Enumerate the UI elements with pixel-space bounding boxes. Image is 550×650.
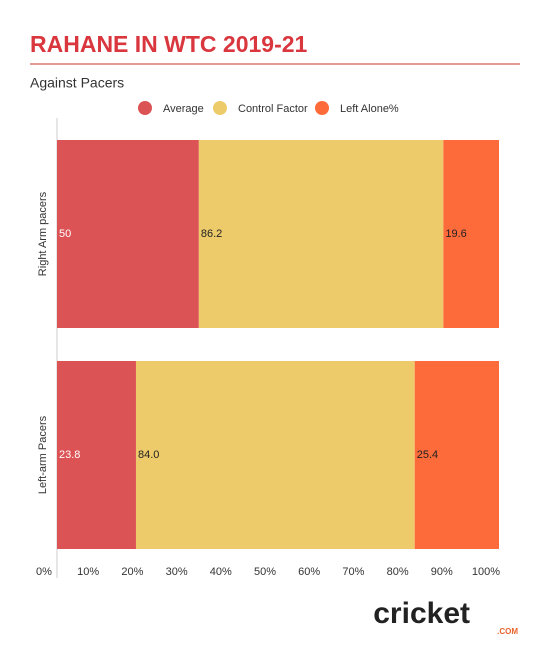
- data-label: 23.8: [59, 449, 80, 461]
- data-label: 86.2: [201, 228, 222, 240]
- legend-swatch: [315, 101, 329, 115]
- data-label: 25.4: [417, 449, 438, 461]
- x-tick-label: 60%: [298, 566, 320, 578]
- legend-label: Average: [163, 103, 204, 115]
- x-tick-label: 80%: [387, 566, 409, 578]
- bar-segment: [198, 140, 444, 328]
- bar-segment: [57, 361, 136, 549]
- x-tick-label: 40%: [210, 566, 232, 578]
- legend-swatch: [138, 101, 152, 115]
- logo-suffix: .COM: [497, 627, 518, 636]
- y-tick-label: Right Arm pacers: [37, 191, 49, 276]
- x-tick-label: 20%: [121, 566, 143, 578]
- x-tick-label: 10%: [77, 566, 99, 578]
- x-tick-label: 50%: [254, 566, 276, 578]
- data-label: 19.6: [445, 228, 466, 240]
- y-tick-label: Left-arm Pacers: [37, 415, 49, 494]
- x-tick-label: 0%: [36, 566, 52, 578]
- chart-title: RAHANE IN WTC 2019-21: [30, 31, 308, 57]
- chart-subtitle: Against Pacers: [30, 75, 124, 91]
- x-tick-label: 100%: [472, 566, 500, 578]
- legend-swatch: [213, 101, 227, 115]
- bar-segment: [414, 361, 499, 549]
- x-tick-label: 90%: [431, 566, 453, 578]
- data-label: 50: [59, 228, 71, 240]
- logo: cricket: [373, 597, 470, 630]
- legend-label: Left Alone%: [340, 103, 399, 115]
- bar-segment: [57, 140, 199, 328]
- bar-segment: [443, 140, 499, 328]
- x-tick-label: 70%: [342, 566, 364, 578]
- x-tick-label: 30%: [166, 566, 188, 578]
- data-label: 84.0: [138, 449, 159, 461]
- legend-label: Control Factor: [238, 103, 308, 115]
- bar-segment: [135, 361, 415, 549]
